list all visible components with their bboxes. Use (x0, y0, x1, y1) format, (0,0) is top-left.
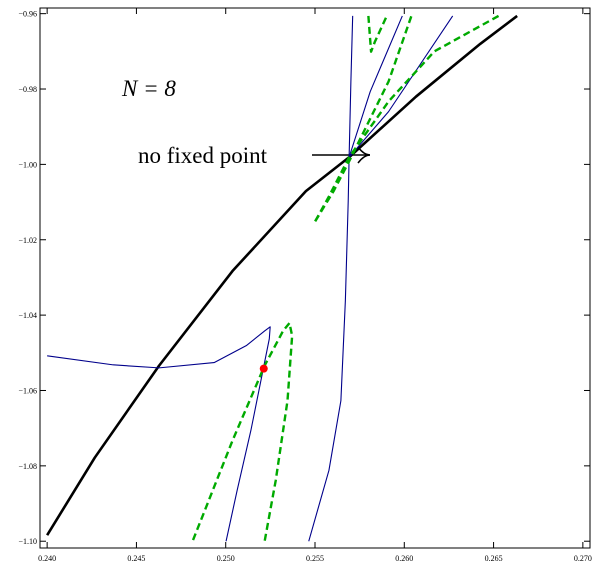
x-tick-label: 0.245 (127, 554, 145, 563)
y-tick-label: −1.04 (18, 311, 37, 320)
curve (314, 14, 500, 222)
y-tick-label: −1.00 (18, 160, 37, 169)
curve (46, 14, 518, 536)
x-tick-label: 0.270 (574, 554, 592, 563)
arrow-head (357, 146, 371, 164)
y-tick-label: −0.98 (18, 85, 37, 94)
curve (348, 15, 403, 158)
no-fixed-point-annotation: no fixed point (138, 143, 268, 168)
x-tick-label: 0.255 (306, 554, 324, 563)
curve (191, 321, 294, 542)
y-tick-label: −1.10 (18, 537, 37, 546)
annotation-arrow (312, 146, 371, 164)
y-tick-label: −1.08 (18, 462, 37, 471)
x-tick-label: 0.265 (485, 554, 503, 563)
n-annotation: N = 8 (121, 76, 176, 101)
curve (367, 15, 388, 53)
curve (308, 15, 354, 542)
y-tick-label: −1.06 (18, 386, 37, 395)
curve (314, 15, 413, 222)
y-tick-label: −0.96 (18, 10, 37, 19)
y-tick-label: −1.02 (18, 236, 37, 245)
curve (47, 326, 271, 542)
x-tick-label: 0.250 (217, 554, 235, 563)
x-tick-label: 0.260 (395, 554, 413, 563)
x-tick-label: 0.240 (38, 554, 56, 563)
fixed-point (259, 364, 268, 373)
curve (348, 15, 454, 158)
